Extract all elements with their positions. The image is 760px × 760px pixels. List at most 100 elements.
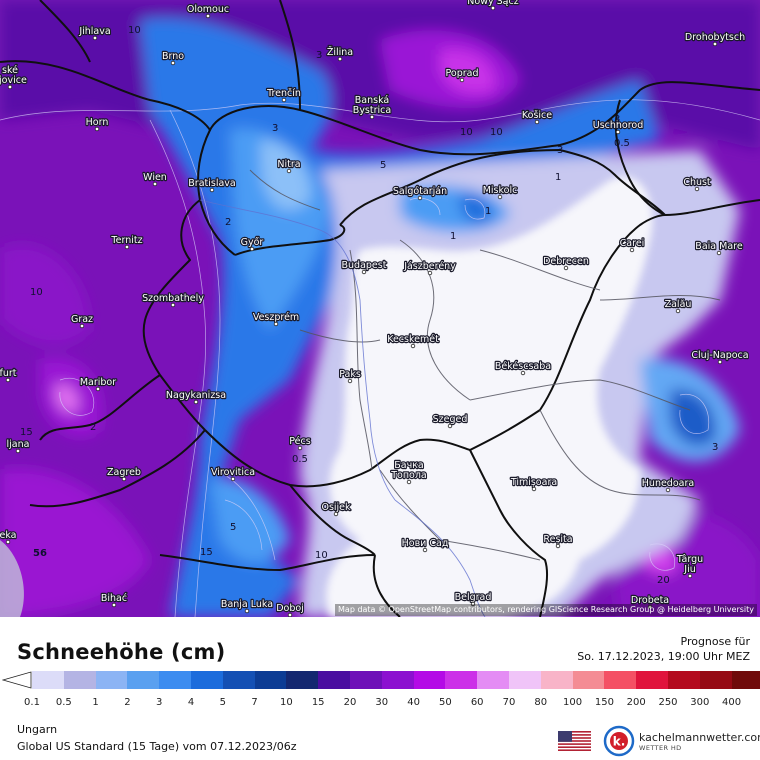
legend-tick-label: 1 (92, 697, 99, 708)
city-dot (615, 129, 621, 135)
country-borders (0, 0, 760, 617)
city-dot (629, 247, 635, 253)
city-dot (170, 60, 176, 66)
city-label: Banská Bystrica (353, 95, 391, 116)
city-dot (79, 323, 85, 329)
legend-tick-label: 300 (690, 697, 710, 708)
city-label: Бачка Топола (390, 460, 427, 481)
city-dot (490, 5, 496, 11)
model-run-info: Global US Standard (15 Tage) vom 07.12.2… (17, 740, 297, 753)
terrain-relief (0, 540, 24, 617)
snow-value-label: 10 (490, 127, 503, 138)
city-dot (555, 543, 561, 549)
legend-swatch (63, 671, 96, 689)
legend-tick-label: 50 (439, 697, 452, 708)
legend-tick-label: 80 (534, 697, 548, 708)
city-dot (716, 250, 722, 256)
city-dot (209, 187, 215, 193)
legend-tick-label: 20 (343, 697, 357, 708)
city-label: Trenčín (266, 88, 301, 99)
city-label: furt (0, 368, 17, 379)
city-dot (94, 126, 100, 132)
city-dot (15, 448, 21, 454)
city-dot (152, 181, 158, 187)
city-dot (286, 168, 292, 174)
city-label: Hunedoara (642, 478, 694, 489)
city-label: Drohobytsch (685, 32, 745, 43)
city-label: Nagykanizsa (166, 390, 226, 401)
city-label: Miskolc (483, 185, 518, 196)
snow-value-label: 56 (33, 548, 47, 559)
city-dot (5, 377, 11, 383)
snow-depth-map[interactable]: Olomouc Nowy Sącz Jihlava Žilina Drohobytsch… (0, 0, 760, 617)
city-dot (410, 343, 416, 349)
city-dot (531, 486, 537, 492)
legend-tick-label: 200 (626, 697, 646, 708)
city-label: Zagreb (107, 467, 141, 478)
city-dot (244, 608, 250, 614)
city-dot (121, 476, 127, 482)
us-flag-icon[interactable] (558, 731, 591, 751)
city-dot (675, 308, 681, 314)
map-attribution: Map data © OpenStreetMap contributors, r… (335, 604, 757, 616)
city-label: Bratislava (188, 178, 235, 189)
city-labels: Olomouc Nowy Sącz Jihlava Žilina Drohobytsch… (0, 0, 750, 617)
regional-borders (249, 169, 721, 561)
legend-swatch (349, 671, 382, 689)
snow-value-label: 0.5 (292, 454, 308, 465)
legend-tick-label: 5 (219, 697, 226, 708)
forecast-time: So. 17.12.2023, 19:00 Uhr MEZ (577, 650, 750, 663)
city-label: Budapest (342, 260, 387, 271)
snow-value-label: 10 (460, 127, 473, 138)
city-dot (665, 487, 671, 493)
legend-swatch (477, 671, 509, 689)
legend-tick-label: 15 (311, 697, 325, 708)
legend-swatch (159, 671, 191, 689)
city-label: Drobeta (631, 595, 669, 606)
city-label: Maribor (80, 377, 116, 388)
city-label: Salgótarján (393, 186, 447, 197)
snow-value-label: 5 (380, 160, 386, 171)
logo-name: kachelmannwetter.com (639, 731, 760, 744)
snow-value-label: 0.5 (614, 138, 630, 149)
city-dot (497, 194, 503, 200)
city-dot (347, 378, 353, 384)
city-dot (111, 602, 117, 608)
city-dot (694, 186, 700, 192)
snow-value-label: 10 (315, 550, 328, 561)
legend-swatch (636, 671, 668, 689)
city-label: Debrecen (543, 256, 589, 267)
region-name: Ungarn (17, 723, 58, 736)
legend-swatch (731, 671, 760, 689)
legend-tick-label: 2 (124, 697, 131, 708)
legend-tick-label: 400 (722, 697, 742, 708)
legend-swatch (413, 671, 446, 689)
city-label: Brno (162, 51, 184, 62)
map-canvas: Olomouc Nowy Sącz Jihlava Žilina Drohobytsch… (0, 0, 760, 617)
city-dot (337, 56, 343, 62)
snow-value-label: 10 (128, 25, 141, 36)
city-dot (95, 386, 101, 392)
city-label: Baia Mare (695, 241, 743, 252)
city-label: Paks (339, 369, 361, 380)
legend-swatch (508, 671, 541, 689)
snow-value-label: 1 (485, 206, 491, 217)
snow-value-label: 5 (230, 522, 236, 533)
city-label: ljana (7, 439, 30, 450)
legend-tick-label: 250 (658, 697, 678, 708)
city-label: Graz (71, 314, 93, 325)
snow-value-label: 3 (272, 123, 278, 134)
kachelmannwetter-logo[interactable]: k. (603, 725, 753, 757)
legend-swatch (381, 671, 414, 689)
city-dot (717, 359, 723, 365)
snow-value-label: 15 (200, 547, 213, 558)
city-label: Belgrad (455, 592, 492, 603)
city-label: Nowy Sącz (467, 0, 518, 7)
city-dot (124, 244, 130, 250)
snow-value-label: 3 (557, 145, 563, 156)
city-label: Reșita (543, 534, 572, 545)
city-dot (520, 370, 526, 376)
contour-lines (0, 99, 760, 617)
snow-value-label: 2 (90, 422, 96, 433)
city-dot (281, 97, 287, 103)
